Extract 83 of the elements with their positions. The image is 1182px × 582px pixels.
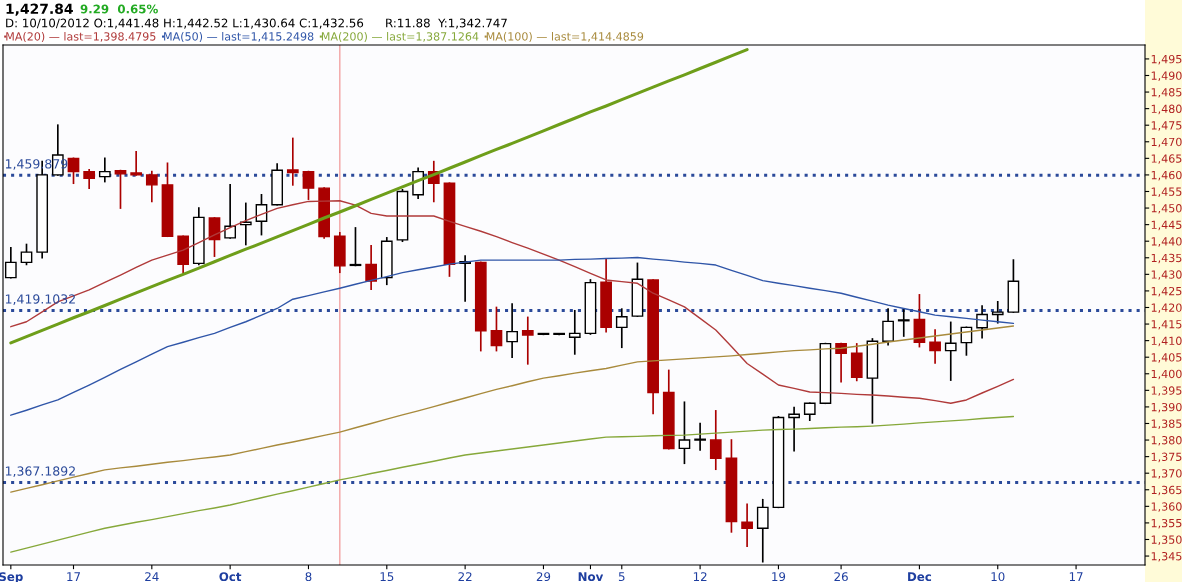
candlestick bbox=[98, 157, 111, 183]
candlestick bbox=[694, 422, 706, 451]
candlestick bbox=[897, 308, 910, 337]
x-tick-label: Dec bbox=[908, 572, 932, 582]
y-tick-label: 1,375 bbox=[1151, 452, 1182, 463]
candlestick bbox=[20, 243, 33, 266]
text: D: 10/10/2012 O:1,441.48 H:1,442.52 L:1,430.64 C:1,432.56 bbox=[6, 18, 364, 29]
x-tick-label: 24 bbox=[145, 572, 159, 581]
y-tick-label: 1,385 bbox=[1151, 419, 1182, 429]
candlestick bbox=[67, 157, 80, 185]
y-tick-label: 1,390 bbox=[1151, 402, 1182, 413]
candlestick bbox=[145, 170, 158, 203]
y-tick-label: 1,465 bbox=[1151, 154, 1182, 164]
legend-label: MA(100) — last=1,414.4859 bbox=[486, 32, 644, 42]
candlestick bbox=[615, 308, 628, 349]
candlestick bbox=[944, 321, 957, 381]
candlestick bbox=[349, 227, 362, 267]
candlestick bbox=[302, 170, 315, 200]
candlestick bbox=[224, 184, 237, 239]
y-tick-label: 1,460 bbox=[1151, 170, 1182, 181]
x-tick-label: Oct bbox=[219, 572, 242, 582]
x-tick-label: 5 bbox=[618, 572, 625, 582]
y-tick-label: 1,435 bbox=[1151, 253, 1182, 264]
y-tick-label: 1,380 bbox=[1151, 436, 1182, 446]
candlestick bbox=[568, 309, 581, 355]
x-tick-label: 12 bbox=[693, 572, 707, 581]
legend-label: MA(50) — last=1,415.2498 bbox=[164, 32, 314, 42]
y-tick-label: 1,485 bbox=[1151, 88, 1182, 98]
ref-line-label: 1,367.1892 bbox=[5, 466, 75, 478]
y-tick-label: 1,495 bbox=[1151, 54, 1182, 65]
candlestick bbox=[788, 406, 800, 452]
candlestick bbox=[490, 306, 503, 352]
y-tick-label: 1,350 bbox=[1151, 535, 1182, 545]
candlestick bbox=[835, 342, 847, 383]
x-tick-label: 19 bbox=[772, 572, 786, 582]
candlestick bbox=[882, 308, 894, 346]
y-tick-label: 1,455 bbox=[1151, 187, 1182, 197]
candlestick bbox=[521, 316, 534, 365]
y-tick-label: 1,475 bbox=[1151, 121, 1182, 131]
candlestick bbox=[83, 169, 96, 190]
y-tick-label: 1,470 bbox=[1151, 137, 1182, 148]
candlestick bbox=[286, 137, 299, 186]
y-tick-label: 1,405 bbox=[1151, 353, 1182, 363]
y-tick-label: 1,360 bbox=[1151, 502, 1182, 512]
candlestick bbox=[678, 401, 691, 465]
y-tick-label: 1,345 bbox=[1151, 552, 1182, 562]
candlestick bbox=[506, 303, 518, 359]
x-tick-label: 17 bbox=[67, 572, 80, 581]
y-tick-label: 1,415 bbox=[1151, 320, 1182, 330]
y-tick-label: 1,490 bbox=[1151, 71, 1182, 81]
y-tick-label: 1,395 bbox=[1151, 386, 1182, 396]
y-tick-label: 1,370 bbox=[1151, 469, 1182, 479]
x-tick-label: 29 bbox=[536, 572, 551, 582]
legend-label: MA(200) — last=1,387.1264 bbox=[321, 32, 479, 42]
y-tick-label: 1,410 bbox=[1151, 336, 1182, 347]
x-tick-label: 22 bbox=[458, 572, 472, 581]
candlestick bbox=[741, 503, 753, 547]
x-tick-label: 17 bbox=[1069, 572, 1083, 581]
candlestick bbox=[365, 245, 377, 291]
y-tick-label: 1,445 bbox=[1151, 220, 1182, 231]
x-tick-label: 15 bbox=[380, 572, 394, 582]
y-tick-label: 1,355 bbox=[1151, 518, 1182, 529]
text: R:11.88 Y:1,342.747 bbox=[386, 18, 507, 29]
text: 9.29 0.65% bbox=[80, 4, 158, 14]
y-tick-label: 1,480 bbox=[1151, 104, 1182, 115]
candlestick bbox=[114, 169, 127, 209]
y-tick-label: 1,430 bbox=[1151, 270, 1182, 280]
x-tick-label: 26 bbox=[834, 572, 848, 582]
chart-title: 1,427.84 bbox=[6, 3, 73, 16]
candlestick bbox=[709, 410, 722, 471]
candlestick bbox=[130, 150, 143, 176]
y-tick-label: 1,425 bbox=[1151, 286, 1182, 297]
legend-label: MA(20) — last=1,398.4795 bbox=[6, 32, 156, 42]
y-tick-label: 1,420 bbox=[1151, 303, 1182, 313]
x-tick-label: 10 bbox=[991, 572, 1005, 582]
y-tick-label: 1,440 bbox=[1151, 237, 1182, 247]
candlestick bbox=[929, 329, 941, 364]
y-tick-label: 1,365 bbox=[1151, 485, 1182, 496]
x-tick-label: 8 bbox=[305, 572, 312, 582]
candlestick bbox=[991, 301, 1004, 324]
y-tick-label: 1,400 bbox=[1151, 369, 1182, 380]
x-tick-label: Nov bbox=[578, 572, 604, 582]
y-tick-label: 1,450 bbox=[1151, 204, 1182, 214]
